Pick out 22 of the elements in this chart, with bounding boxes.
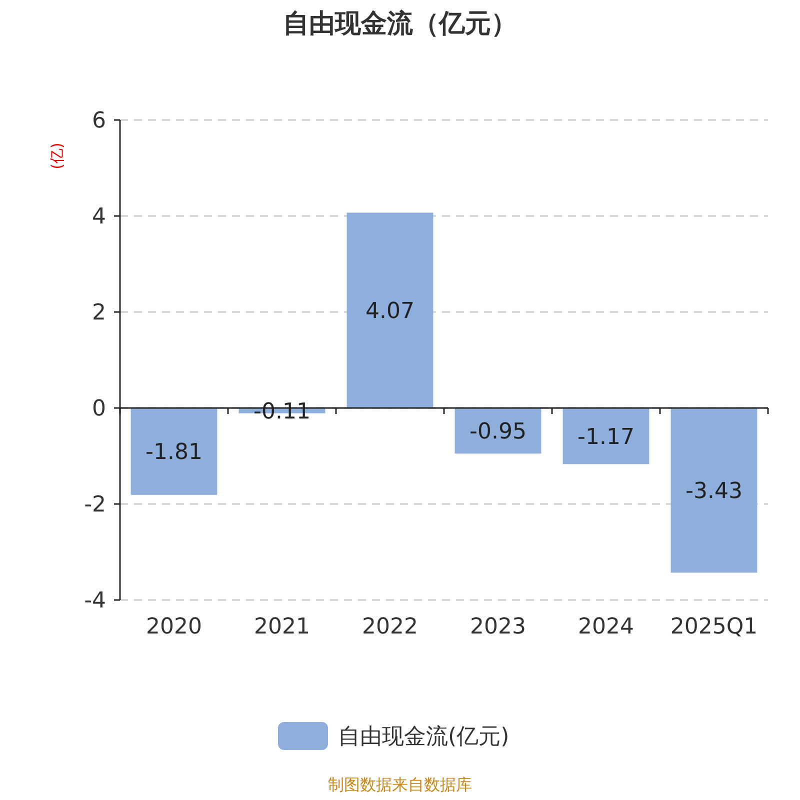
data-label: -1.81 — [146, 440, 202, 466]
x-tick-label: 2022 — [362, 614, 418, 640]
x-tick-label: 2025Q1 — [670, 614, 758, 640]
text: 制图数据来自数据库 — [328, 775, 472, 794]
y-tick-label: 2 — [92, 300, 106, 326]
y-tick-label: 0 — [92, 396, 106, 422]
y-axis-title: (亿) — [48, 142, 66, 170]
data-label: -0.95 — [470, 420, 526, 444]
x-tick-label: 2024 — [578, 614, 634, 640]
legend-label: 自由现金流(亿元) — [338, 724, 510, 750]
x-tick-label: 2023 — [470, 614, 526, 640]
y-tick-label: 4 — [92, 204, 106, 230]
y-tick-label: -4 — [84, 588, 106, 614]
y-tick-label: -2 — [84, 492, 106, 518]
y-tick-label: 6 — [92, 108, 106, 134]
data-label: -1.17 — [578, 424, 634, 450]
x-tick-label: 2021 — [254, 614, 310, 640]
data-label: -0.11 — [254, 399, 310, 424]
data-label: 4.07 — [366, 299, 414, 324]
data-label: -3.43 — [686, 479, 742, 504]
x-tick-label: 2020 — [146, 614, 202, 640]
chart-title: 自由现金流（亿元） — [283, 9, 517, 39]
